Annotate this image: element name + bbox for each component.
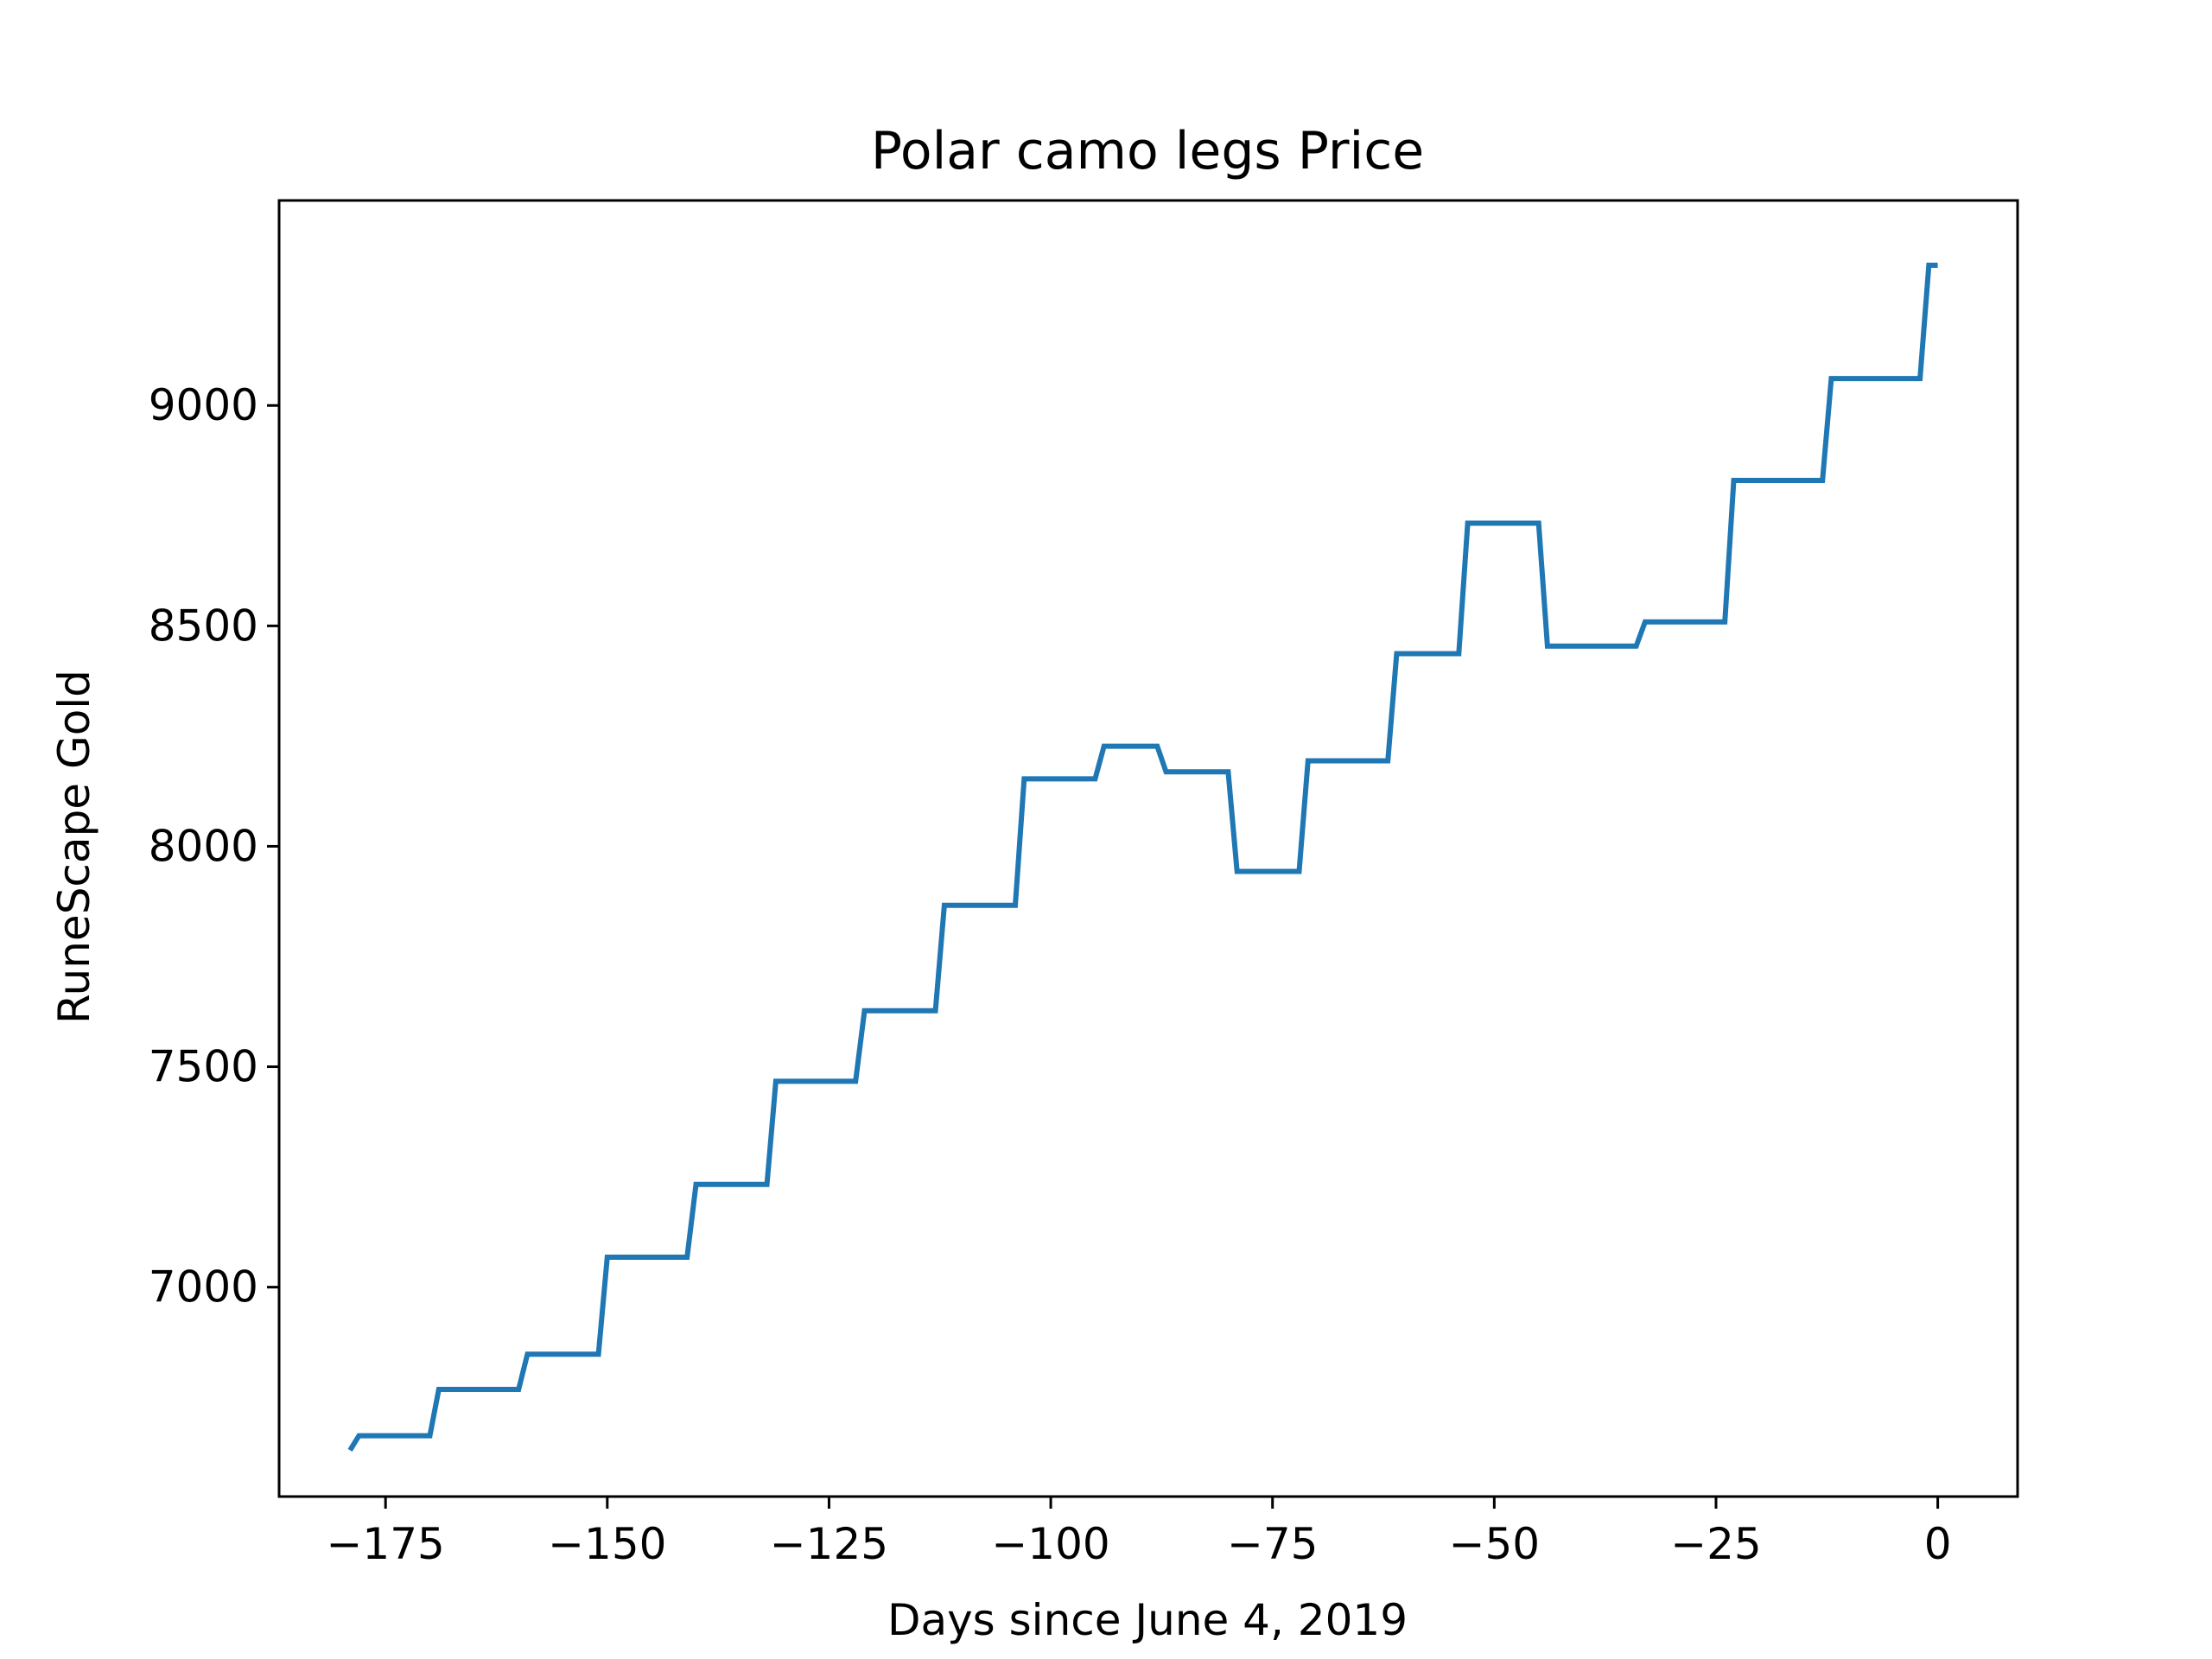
y-tick-label: 7000 — [149, 1262, 258, 1313]
x-tick-label: −50 — [1449, 1519, 1541, 1569]
y-axis-title: RuneScape Gold — [49, 670, 99, 1024]
y-tick-label: 7500 — [149, 1042, 258, 1092]
plot-frame — [277, 199, 2019, 1498]
x-tick-label: −175 — [327, 1519, 445, 1569]
y-tick-label: 8000 — [149, 821, 258, 871]
x-tick-label: −75 — [1227, 1519, 1319, 1569]
x-tick-label: −125 — [770, 1519, 888, 1569]
plot-area — [277, 199, 2019, 1498]
x-tick-label: −25 — [1670, 1519, 1762, 1569]
y-tick-label: 8500 — [149, 601, 258, 651]
y-axis: 7000 7500 8000 8500 9000 — [149, 380, 279, 1313]
x-axis-title: Days since June 4, 2019 — [887, 1595, 1408, 1645]
x-tick-label: 0 — [1924, 1519, 1952, 1569]
x-tick-label: −150 — [548, 1519, 666, 1569]
x-tick-label: −100 — [991, 1519, 1109, 1569]
chart-title: Polar camo legs Price — [871, 121, 1424, 181]
price-series-line — [347, 263, 1938, 1452]
y-tick-label: 9000 — [149, 380, 258, 430]
x-axis: −175 −150 −125 −100 −75 −50 −25 0 — [327, 1497, 1952, 1569]
